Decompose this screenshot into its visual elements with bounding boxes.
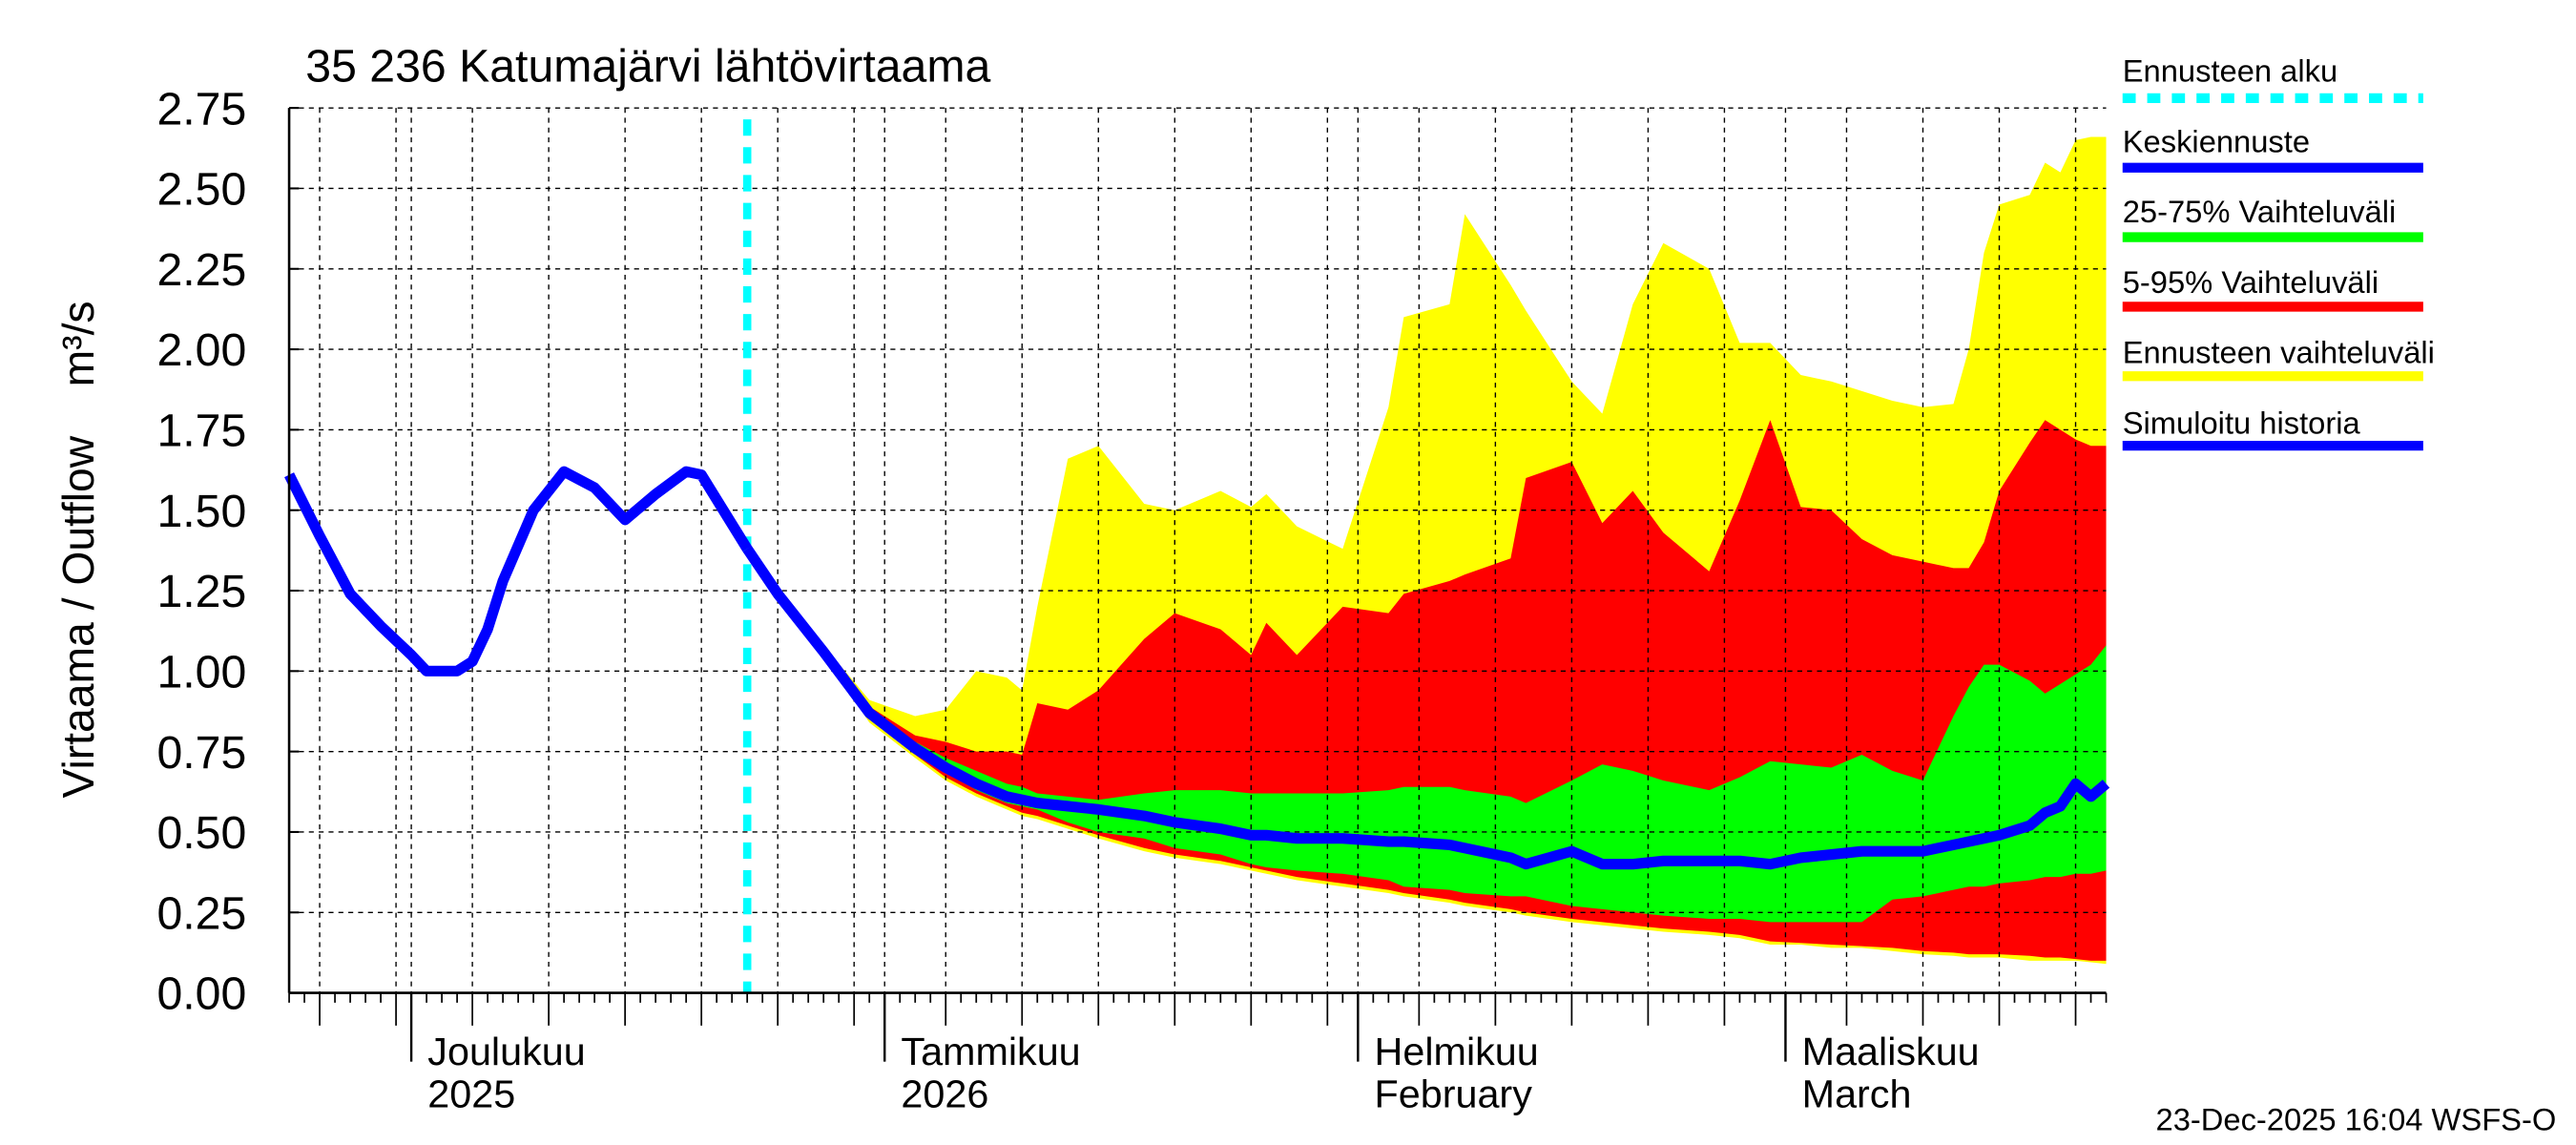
- month-label: Joulukuu: [427, 1030, 585, 1073]
- year-label: 2026: [901, 1072, 988, 1116]
- y-tick-label: 1.25: [156, 566, 246, 617]
- y-tick-label: 0.75: [156, 727, 246, 779]
- y-tick-label: 1.50: [156, 486, 246, 537]
- legend-label-history: Simuloitu historia: [2123, 405, 2361, 440]
- y-tick-label: 2.00: [156, 324, 246, 376]
- legend-label-range: Ennusteen vaihteluväli: [2123, 335, 2435, 370]
- legend: Ennusteen alku Keskiennuste 25-75% Vaihtel…: [2123, 53, 2435, 451]
- y-tick-label: 0.00: [156, 968, 246, 1020]
- y-tick-labels: 0.00 0.25 0.50 0.75 1.00 1.25 1.50 1.75 2.00 2.25…: [156, 83, 246, 1019]
- timestamp-footer: 23-Dec-2025 16:04 WSFS-O: [2156, 1102, 2557, 1137]
- series-layer: [284, 119, 2110, 993]
- legend-label-forecast_start: Ennusteen alku: [2123, 53, 2337, 89]
- year-label: 2025: [427, 1072, 515, 1116]
- chart-title: 35 236 Katumajärvi lähtövirtaama: [305, 41, 990, 93]
- p25-75-band: [747, 549, 2107, 923]
- month-label: Maaliskuu: [1802, 1030, 1980, 1073]
- y-tick-label: 2.75: [156, 83, 246, 135]
- plot-area: [747, 136, 2107, 965]
- simulated-history-line: [284, 466, 752, 677]
- legend-label-p25_75: 25-75% Vaihteluväli: [2123, 194, 2397, 229]
- y-tick-label: 2.50: [156, 164, 246, 216]
- year-label: February: [1375, 1072, 1533, 1116]
- y-tick-label: 0.25: [156, 887, 246, 939]
- month-label: Helmikuu: [1375, 1030, 1539, 1073]
- y-tick-label: 1.75: [156, 406, 246, 457]
- y-tick-label: 1.00: [156, 647, 246, 698]
- year-label: March: [1802, 1072, 1912, 1116]
- y-tick-label: 0.50: [156, 807, 246, 859]
- month-label: Tammikuu: [901, 1030, 1080, 1073]
- legend-label-p5_95: 5-95% Vaihteluväli: [2123, 264, 2379, 300]
- median-forecast-line: [742, 546, 2110, 870]
- axes: [287, 107, 2108, 1062]
- y-tick-label: 2.25: [156, 244, 246, 296]
- legend-label-median: Keskiennuste: [2123, 123, 2310, 158]
- y-axis-label: Virtaama / Outflow m³/s: [53, 301, 103, 798]
